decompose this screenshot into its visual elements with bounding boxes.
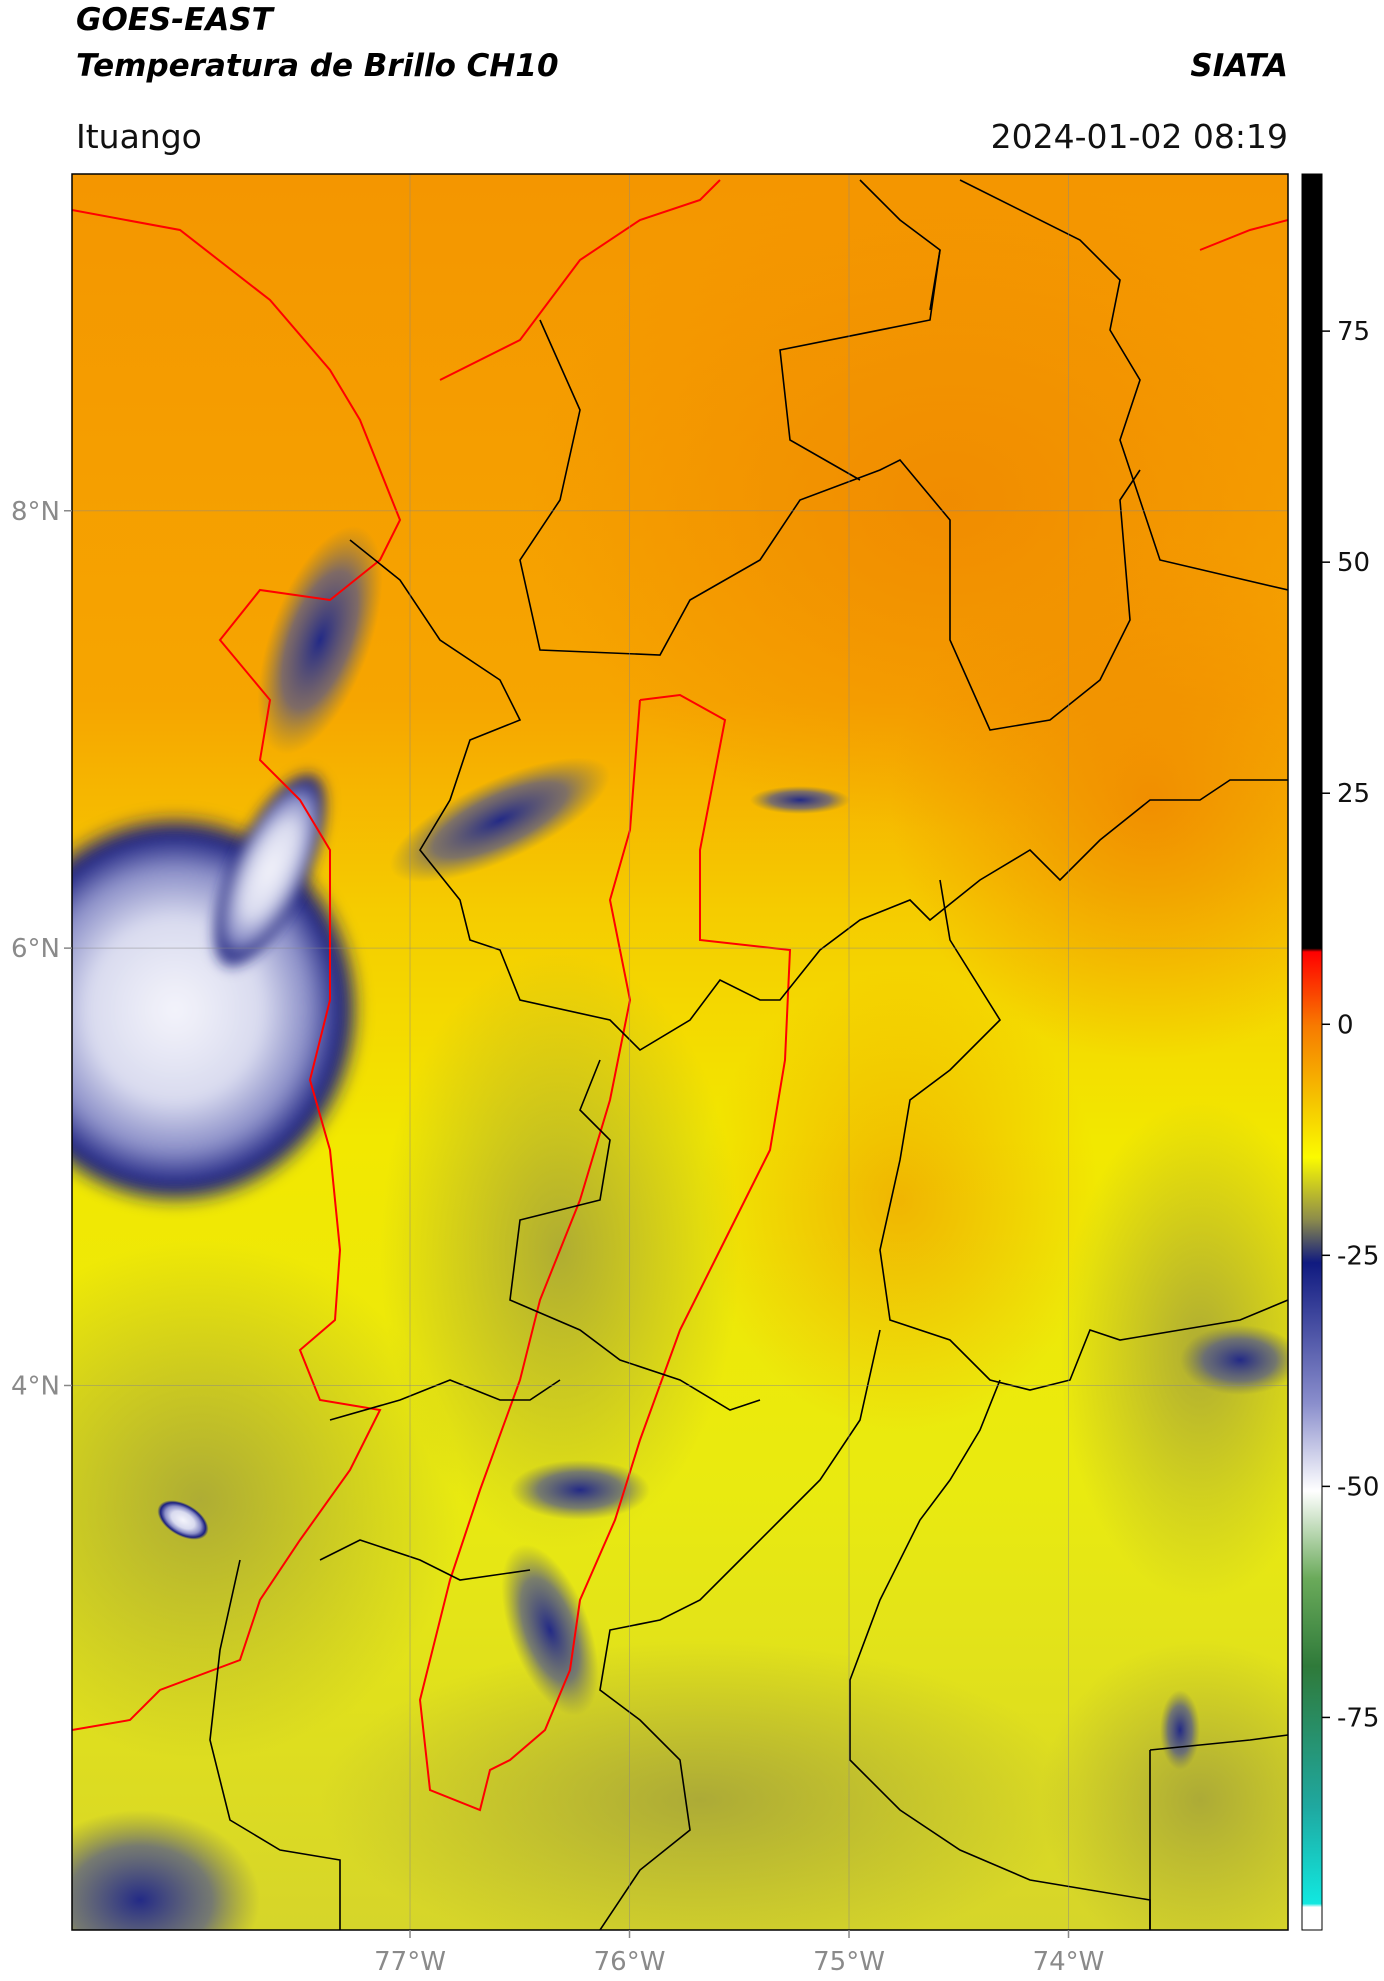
colorbar-tick-label: -50 — [1337, 1472, 1379, 1502]
map-frame — [71, 173, 1289, 1931]
lat-tick-label: 6°N — [11, 934, 60, 964]
title: GOES-EAST — [76, 2, 276, 38]
lat-tick-label: 4°N — [11, 1371, 60, 1401]
lat-tick-label: 8°N — [11, 497, 60, 527]
colorbar-tick-label: 75 — [1337, 317, 1370, 347]
lon-tick-label: 75°W — [813, 1947, 885, 1977]
grid — [72, 174, 1288, 1930]
colorbar-tick-label: 0 — [1337, 1010, 1354, 1040]
lon-tick-label: 77°W — [374, 1947, 446, 1977]
map-image — [72, 174, 1288, 1930]
subtitle: Temperatura de Brillo CH10 — [76, 48, 559, 84]
lon-tick-label: 74°W — [1033, 1947, 1105, 1977]
location: Ituango — [76, 117, 202, 156]
brand: SIATA — [1190, 48, 1288, 84]
colorbar-tick-label: -75 — [1337, 1703, 1379, 1733]
colorbar-tick-label: 25 — [1337, 779, 1370, 809]
lon-tick-label: 76°W — [594, 1947, 666, 1977]
colorbar — [1301, 173, 1323, 1931]
colorbar-tick-label: -25 — [1337, 1241, 1379, 1271]
colorbar-tick-label: 50 — [1337, 548, 1370, 578]
timestamp: 2024-01-02 08:19 — [991, 117, 1288, 156]
